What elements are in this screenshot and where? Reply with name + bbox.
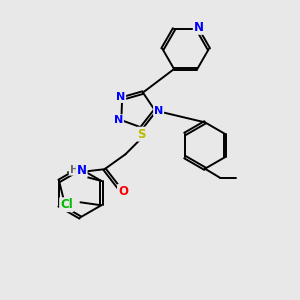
Text: N: N: [114, 115, 123, 125]
Text: N: N: [116, 92, 125, 102]
Text: Cl: Cl: [60, 198, 73, 211]
Text: O: O: [118, 185, 128, 198]
Text: N: N: [77, 164, 87, 177]
Text: H: H: [70, 165, 78, 175]
Text: N: N: [194, 21, 204, 34]
Text: S: S: [137, 128, 146, 141]
Text: N: N: [154, 106, 163, 116]
